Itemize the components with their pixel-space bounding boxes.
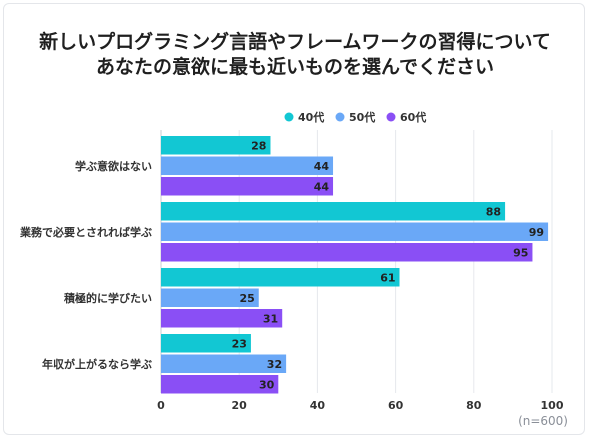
legend-label-50代: 50代	[349, 110, 375, 124]
data-label-2-60代: 95	[513, 246, 528, 259]
legend-marker-40代	[284, 112, 294, 122]
x-tick-label-80: 80	[466, 399, 482, 412]
sample-size-note: (n=600)	[518, 414, 568, 428]
bar-4-60代	[161, 375, 279, 394]
bar-2-50代	[161, 222, 549, 241]
x-tick-label-40: 40	[310, 399, 326, 412]
x-tick-label-60: 60	[388, 399, 404, 412]
data-label-4-50代: 32	[267, 358, 282, 371]
title-line-2: あなたの意欲に最も近いものを選んでください	[95, 56, 495, 78]
data-label-3-40代: 61	[380, 271, 395, 284]
legend-label-60代: 60代	[400, 110, 426, 124]
bar-1-40代	[161, 136, 271, 155]
legend-label-40代: 40代	[298, 110, 324, 124]
category-label-2: 業務で必要とされれば学ぶ	[19, 225, 152, 239]
chart-title: 新しいプログラミング言語やフレームワークの習得について あなたの意欲に最も近いも…	[0, 30, 590, 80]
data-label-1-50代: 44	[314, 160, 330, 173]
bar-2-60代	[161, 243, 533, 262]
bar-1-50代	[161, 156, 334, 175]
data-label-3-60代: 31	[263, 312, 278, 325]
bar-1-60代	[161, 177, 334, 196]
category-label-3: 積極的に学びたい	[63, 291, 152, 305]
bar-3-50代	[161, 288, 259, 307]
data-label-4-60代: 30	[259, 378, 275, 391]
x-tick-label-100: 100	[541, 399, 564, 412]
data-label-3-50代: 25	[239, 292, 254, 305]
x-tick-label-0: 0	[157, 399, 165, 412]
data-label-1-60代: 44	[314, 180, 330, 193]
data-label-2-40代: 88	[486, 205, 501, 218]
title-line-1: 新しいプログラミング言語やフレームワークの習得について	[39, 31, 551, 53]
bar-4-40代	[161, 334, 251, 353]
legend-marker-50代	[335, 112, 345, 122]
data-label-4-40代: 23	[232, 337, 247, 350]
data-label-1-40代: 28	[251, 139, 266, 152]
bar-3-60代	[161, 309, 283, 328]
data-label-2-50代: 99	[529, 226, 544, 239]
legend-marker-60代	[386, 112, 396, 122]
category-label-1: 学ぶ意欲はない	[75, 159, 152, 173]
bar-2-40代	[161, 202, 506, 221]
category-label-4: 年収が上がるなら学ぶ	[42, 357, 152, 371]
bar-4-50代	[161, 354, 287, 373]
bar-3-40代	[161, 268, 400, 287]
x-tick-label-20: 20	[232, 399, 248, 412]
